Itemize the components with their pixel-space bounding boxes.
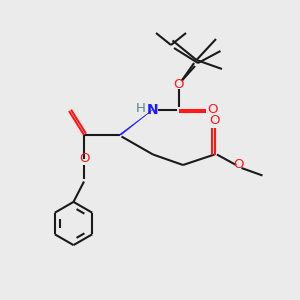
Text: O: O [207,103,217,116]
Text: O: O [209,114,220,128]
Text: H: H [136,101,145,115]
Text: O: O [79,152,89,166]
Text: N: N [147,103,159,116]
Polygon shape [119,110,153,135]
Text: O: O [173,77,184,91]
Text: O: O [233,158,244,172]
